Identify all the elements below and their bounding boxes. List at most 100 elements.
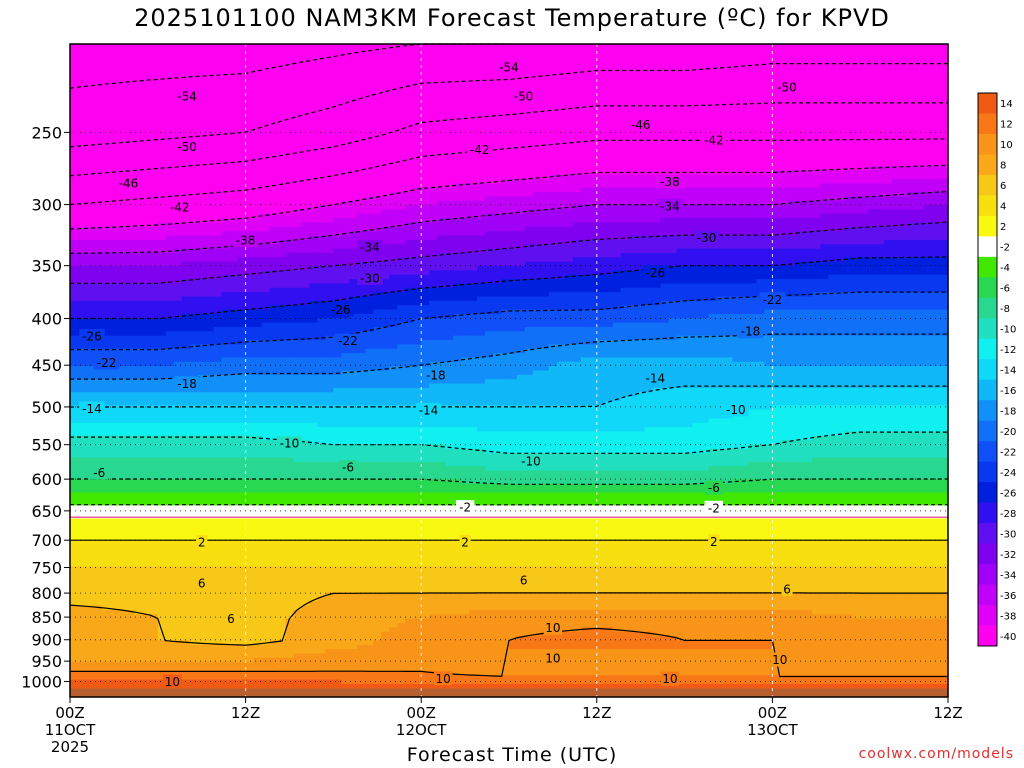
heat-cell [621,61,630,66]
heat-cell [254,79,263,84]
heat-cell [884,70,893,75]
heat-cell [685,61,694,66]
heat-cell [836,57,845,62]
heat-cell [301,122,310,127]
heat-cell [126,74,135,79]
heat-cell [142,61,151,66]
heat-cell [900,109,909,114]
heat-cell [166,92,175,97]
heat-cell [365,101,374,106]
heat-cell [357,70,366,75]
heat-cell [309,79,318,84]
heat-cell [86,122,95,127]
heat-cell [573,122,582,127]
heat-cell [198,53,207,58]
heat-cell [150,88,159,93]
heat-cell [429,61,438,66]
heat-cell [70,53,79,58]
heat-cell [278,101,287,106]
heat-cell [349,105,358,110]
heat-cell [429,105,438,110]
heat-cell [732,114,741,119]
heat-cell [134,88,143,93]
heat-cell [246,96,255,101]
heat-cell [573,96,582,101]
heat-cell [182,122,191,127]
heat-cell [477,61,486,66]
heat-cell [469,61,478,66]
heat-cell [597,79,606,84]
heat-cell [764,88,773,93]
heat-cell [293,53,302,58]
heat-cell [844,74,853,79]
heat-cell [525,118,534,123]
heat-cell [110,122,119,127]
heat-cell [246,66,255,71]
heat-cell [206,57,215,62]
heat-cell [222,92,231,97]
heat-cell [533,83,542,88]
heat-cell [150,92,159,97]
heat-cell [581,122,590,127]
heat-cell [796,118,805,123]
heat-cell [78,105,87,110]
heat-cell [86,92,95,97]
heat-cell [142,83,151,88]
heat-cell [94,122,103,127]
heat-cell [788,57,797,62]
heat-cell [102,101,111,106]
heat-cell [270,74,279,79]
heat-cell [301,48,310,53]
heat-cell [373,74,382,79]
heat-cell [461,48,470,53]
heat-cell [605,109,614,114]
heat-cell [246,74,255,79]
heat-cell [693,122,702,127]
heat-cell [286,109,295,114]
heat-cell [812,74,821,79]
heat-cell [373,118,382,123]
heat-cell [325,83,334,88]
heat-cell [222,114,231,119]
heat-cell [645,83,654,88]
heat-cell [126,92,135,97]
heat-cell [573,57,582,62]
heat-cell [190,109,199,114]
heat-cell [565,109,574,114]
heat-cell [421,96,430,101]
heat-cell [198,122,207,127]
heat-cell [836,92,845,97]
heat-cell [908,70,917,75]
heat-cell [461,105,470,110]
heat-cell [317,66,326,71]
heat-cell [820,53,829,58]
heat-cell [477,101,486,106]
heat-cell [533,105,542,110]
heat-cell [262,88,271,93]
heat-cell [150,118,159,123]
heat-cell [605,96,614,101]
heat-cell [685,118,694,123]
heat-cell [445,53,454,58]
heat-cell [629,79,638,84]
heat-cell [102,79,111,84]
heat-cell [812,109,821,114]
heat-cell [844,92,853,97]
heat-cell [485,118,494,123]
heat-cell [373,79,382,84]
heat-cell [118,74,127,79]
heat-cell [230,96,239,101]
heat-cell [118,114,127,119]
heat-cell [541,118,550,123]
heat-cell [884,57,893,62]
heat-cell [254,61,263,66]
heat-cell [876,109,885,114]
heat-cell [653,96,662,101]
heat-cell [780,105,789,110]
heat-cell [860,109,869,114]
heat-cell [349,70,358,75]
heat-cell [709,53,718,58]
heat-cell [900,70,909,75]
heat-cell [693,83,702,88]
heat-cell [717,114,726,119]
